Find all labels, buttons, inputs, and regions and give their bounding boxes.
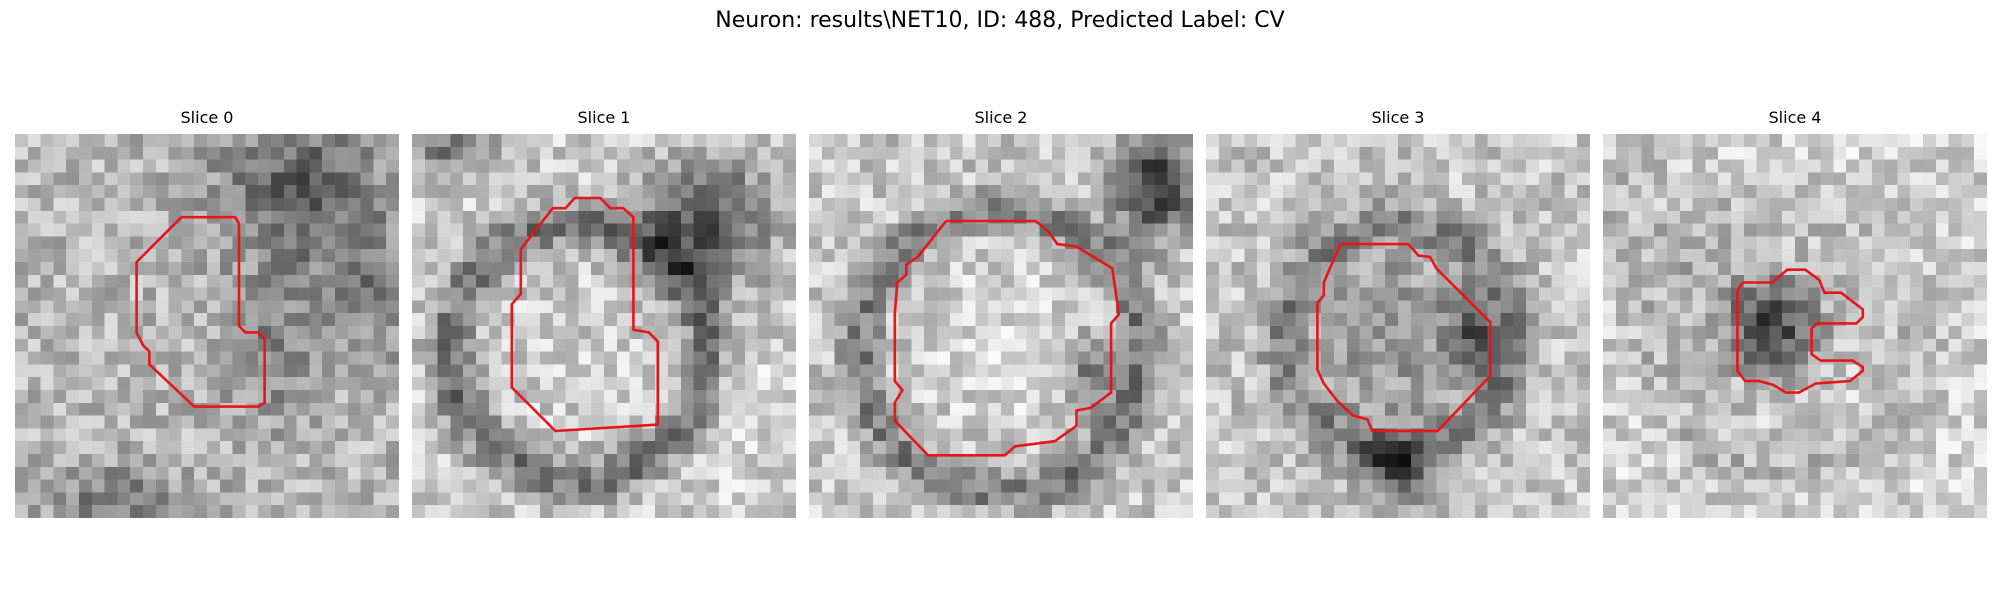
slice-title: Slice 4 <box>1768 108 1822 127</box>
slice-image <box>1206 134 1590 518</box>
micrograph-svg <box>1603 134 1987 518</box>
micrograph-svg <box>412 134 796 518</box>
segmentation-contour <box>135 215 266 408</box>
micrograph-svg <box>1206 134 1590 518</box>
slice-image <box>809 134 1193 518</box>
segmentation-contour <box>1316 242 1492 433</box>
pixel-grid <box>1603 134 1987 518</box>
slice-title: Slice 2 <box>974 108 1028 127</box>
slice-image <box>412 134 796 518</box>
slice-image <box>15 134 399 518</box>
figure-title: Neuron: results\NET10, ID: 488, Predicte… <box>715 8 1285 33</box>
pixel-grid <box>15 134 399 518</box>
micrograph-svg <box>15 134 399 518</box>
pixel-grid <box>1206 134 1590 518</box>
slice-title: Slice 1 <box>577 108 631 127</box>
pixel-grid <box>809 134 1193 518</box>
pixel-grid <box>412 134 796 518</box>
micrograph-svg <box>809 134 1193 518</box>
segmentation-contour <box>893 219 1121 457</box>
segmentation-contour <box>1736 268 1865 394</box>
slice-title: Slice 3 <box>1371 108 1425 127</box>
segmentation-contour <box>510 196 660 433</box>
slice-title: Slice 0 <box>180 108 234 127</box>
slice-image <box>1603 134 1987 518</box>
